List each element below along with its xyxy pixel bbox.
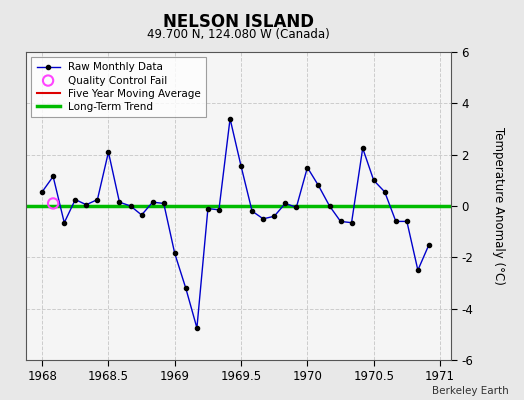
Text: Berkeley Earth: Berkeley Earth [432, 386, 508, 396]
Raw Monthly Data [282, 201, 288, 206]
Raw Monthly Data [39, 190, 45, 194]
Raw Monthly Data [359, 146, 366, 151]
Raw Monthly Data [260, 216, 266, 221]
Line: Raw Monthly Data: Raw Monthly Data [40, 117, 431, 330]
Raw Monthly Data [337, 219, 344, 224]
Raw Monthly Data [370, 178, 377, 183]
Raw Monthly Data [216, 208, 222, 212]
Raw Monthly Data [414, 268, 421, 272]
Raw Monthly Data [326, 204, 333, 208]
Legend: Raw Monthly Data, Quality Control Fail, Five Year Moving Average, Long-Term Tren: Raw Monthly Data, Quality Control Fail, … [31, 57, 206, 117]
Raw Monthly Data [392, 219, 399, 224]
Text: 49.700 N, 124.080 W (Canada): 49.700 N, 124.080 W (Canada) [147, 28, 330, 41]
Raw Monthly Data [72, 197, 79, 202]
Raw Monthly Data [227, 116, 233, 121]
Raw Monthly Data [315, 183, 322, 188]
Quality Control Fail [49, 200, 57, 207]
Raw Monthly Data [426, 242, 432, 247]
Raw Monthly Data [194, 326, 200, 330]
Raw Monthly Data [172, 251, 178, 256]
Raw Monthly Data [138, 212, 145, 217]
Raw Monthly Data [348, 220, 355, 225]
Raw Monthly Data [83, 202, 90, 207]
Raw Monthly Data [271, 214, 277, 219]
Raw Monthly Data [205, 206, 211, 211]
Raw Monthly Data [381, 190, 388, 194]
Raw Monthly Data [50, 174, 56, 179]
Raw Monthly Data [249, 209, 255, 214]
Raw Monthly Data [403, 219, 410, 224]
Raw Monthly Data [183, 286, 189, 290]
Raw Monthly Data [116, 200, 123, 204]
Raw Monthly Data [127, 204, 134, 208]
Raw Monthly Data [105, 150, 112, 154]
Raw Monthly Data [94, 197, 101, 202]
Raw Monthly Data [304, 165, 311, 170]
Raw Monthly Data [293, 205, 300, 210]
Raw Monthly Data [61, 220, 68, 225]
Raw Monthly Data [160, 201, 167, 206]
Raw Monthly Data [149, 200, 156, 204]
Title: NELSON ISLAND: NELSON ISLAND [163, 13, 314, 31]
Y-axis label: Temperature Anomaly (°C): Temperature Anomaly (°C) [493, 127, 505, 285]
Raw Monthly Data [238, 164, 244, 169]
